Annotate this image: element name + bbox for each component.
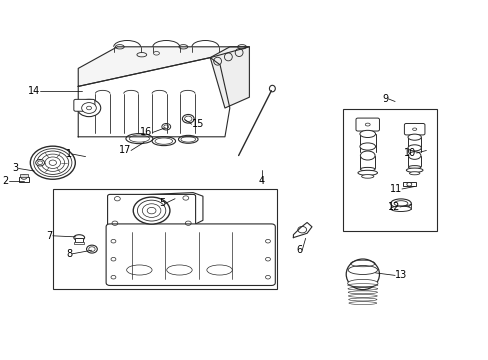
Ellipse shape	[45, 157, 61, 168]
Text: 16: 16	[140, 127, 152, 138]
Text: 15: 15	[191, 119, 203, 129]
Ellipse shape	[357, 170, 377, 175]
Ellipse shape	[390, 199, 410, 208]
Ellipse shape	[360, 151, 374, 160]
Text: 4: 4	[258, 176, 264, 186]
FancyBboxPatch shape	[404, 123, 424, 135]
Ellipse shape	[361, 175, 373, 178]
Ellipse shape	[49, 160, 56, 166]
Ellipse shape	[86, 106, 91, 110]
Text: 12: 12	[387, 202, 399, 212]
Ellipse shape	[406, 168, 422, 172]
Ellipse shape	[359, 143, 375, 150]
Polygon shape	[293, 222, 311, 238]
Text: 9: 9	[382, 94, 388, 104]
Text: 11: 11	[389, 184, 401, 194]
Text: 2: 2	[2, 176, 9, 186]
Ellipse shape	[34, 149, 72, 177]
FancyBboxPatch shape	[106, 224, 275, 285]
FancyBboxPatch shape	[107, 194, 195, 229]
Ellipse shape	[74, 235, 84, 240]
Ellipse shape	[407, 145, 421, 151]
Ellipse shape	[142, 204, 161, 217]
Text: 6: 6	[295, 245, 302, 255]
Text: 17: 17	[119, 145, 131, 156]
Ellipse shape	[347, 266, 377, 275]
Ellipse shape	[36, 159, 44, 166]
Bar	[53, 189, 276, 289]
Ellipse shape	[30, 146, 75, 179]
Ellipse shape	[147, 207, 156, 214]
Polygon shape	[78, 58, 229, 137]
Text: 7: 7	[46, 231, 53, 241]
Ellipse shape	[407, 152, 420, 159]
Ellipse shape	[360, 167, 374, 171]
Bar	[19, 177, 29, 182]
Ellipse shape	[408, 172, 419, 175]
Ellipse shape	[346, 259, 379, 289]
Ellipse shape	[41, 154, 64, 171]
Ellipse shape	[81, 103, 96, 113]
Ellipse shape	[77, 99, 101, 117]
Bar	[403, 182, 415, 186]
Polygon shape	[110, 193, 203, 228]
Text: 1: 1	[66, 149, 72, 159]
Text: 3: 3	[12, 163, 19, 174]
Bar	[75, 238, 83, 242]
Text: 10: 10	[404, 148, 416, 158]
Ellipse shape	[347, 279, 377, 287]
Text: 5: 5	[159, 198, 165, 208]
Text: 13: 13	[394, 270, 407, 280]
Ellipse shape	[359, 130, 375, 138]
Polygon shape	[78, 47, 249, 86]
Ellipse shape	[393, 201, 407, 206]
FancyBboxPatch shape	[355, 118, 379, 131]
Polygon shape	[210, 47, 249, 108]
Ellipse shape	[137, 200, 165, 221]
Bar	[74, 242, 84, 244]
Ellipse shape	[86, 245, 97, 253]
Ellipse shape	[21, 175, 27, 179]
Bar	[20, 174, 28, 177]
Ellipse shape	[407, 134, 421, 140]
Ellipse shape	[38, 161, 42, 165]
Ellipse shape	[407, 166, 420, 169]
Ellipse shape	[133, 197, 170, 224]
Ellipse shape	[89, 247, 95, 252]
Ellipse shape	[390, 206, 410, 212]
Text: 8: 8	[66, 249, 72, 259]
Bar	[343, 109, 436, 231]
Ellipse shape	[37, 151, 68, 175]
FancyBboxPatch shape	[74, 99, 95, 111]
Text: 14: 14	[28, 86, 40, 96]
